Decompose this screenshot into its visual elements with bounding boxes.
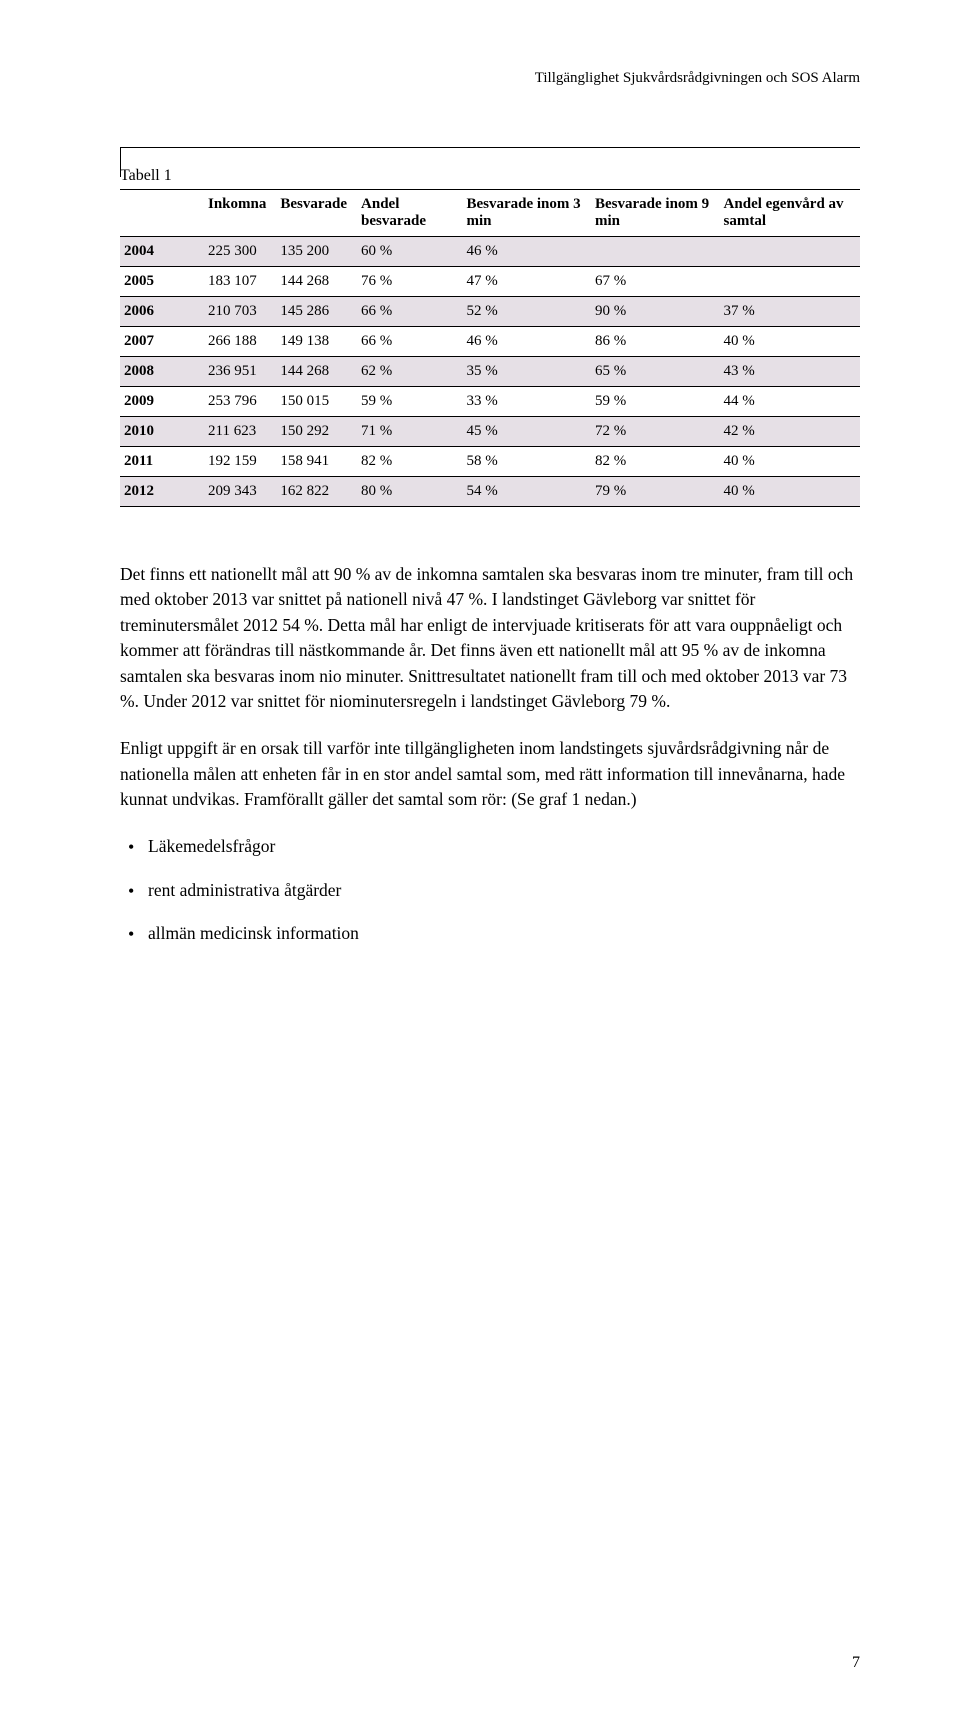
table-cell: 35 % [462, 357, 591, 387]
bullet-item: allmän medicinsk information [148, 921, 860, 946]
table-cell [591, 237, 720, 267]
table-cell: 62 % [357, 357, 462, 387]
table-cell: 210 703 [204, 297, 276, 327]
table-cell: 72 % [591, 417, 720, 447]
data-table: Inkomna Besvarade Andel besvarade Besvar… [120, 189, 860, 507]
table-cell: 66 % [357, 297, 462, 327]
col-egen: Andel egenvård av samtal [720, 190, 860, 237]
table-cell: 253 796 [204, 387, 276, 417]
page: Tillgänglighet Sjukvårdsrådgivningen och… [0, 0, 960, 1712]
table-cell: 183 107 [204, 267, 276, 297]
col-in3: Besvarade inom 3 min [462, 190, 591, 237]
table-cell: 144 268 [276, 267, 357, 297]
body-text: Det finns ett nationellt mål att 90 % av… [120, 562, 860, 947]
table-cell: 59 % [591, 387, 720, 417]
table-cell: 45 % [462, 417, 591, 447]
table-cell: 37 % [720, 297, 860, 327]
paragraph-2: Enligt uppgift är en orsak till varför i… [120, 736, 860, 812]
table-cell: 2004 [120, 237, 204, 267]
table-cell: 162 822 [276, 477, 357, 507]
table-cell: 52 % [462, 297, 591, 327]
table-row: 2004225 300135 20060 %46 % [120, 237, 860, 267]
table-cell: 158 941 [276, 447, 357, 477]
table-cell: 82 % [591, 447, 720, 477]
table-cell: 2005 [120, 267, 204, 297]
table-cell: 2011 [120, 447, 204, 477]
table-cell: 2010 [120, 417, 204, 447]
table-row: 2006210 703145 28666 %52 %90 %37 % [120, 297, 860, 327]
table-cell: 54 % [462, 477, 591, 507]
table-row: 2011192 159158 94182 %58 %82 %40 % [120, 447, 860, 477]
col-year [120, 190, 204, 237]
table-cell: 76 % [357, 267, 462, 297]
table-cell: 86 % [591, 327, 720, 357]
table-cell: 236 951 [204, 357, 276, 387]
paragraph-1: Det finns ett nationellt mål att 90 % av… [120, 562, 860, 714]
table-cell: 225 300 [204, 237, 276, 267]
bullet-item: Läkemedelsfrågor [148, 834, 860, 859]
page-number: 7 [852, 1654, 860, 1672]
table-cell: 135 200 [276, 237, 357, 267]
table-cell: 82 % [357, 447, 462, 477]
table-cell: 2006 [120, 297, 204, 327]
table-cell: 66 % [357, 327, 462, 357]
table-cell: 47 % [462, 267, 591, 297]
table-cell: 150 292 [276, 417, 357, 447]
bullet-item: rent administrativa åtgärder [148, 878, 860, 903]
table-row: 2010211 623150 29271 %45 %72 %42 % [120, 417, 860, 447]
table-cell: 149 138 [276, 327, 357, 357]
table-cell: 65 % [591, 357, 720, 387]
table-cell: 150 015 [276, 387, 357, 417]
table-cell: 2009 [120, 387, 204, 417]
table-cell: 59 % [357, 387, 462, 417]
table-cell: 192 159 [204, 447, 276, 477]
table-cell: 2008 [120, 357, 204, 387]
table-caption: Tabell 1 [120, 167, 860, 185]
table-cell: 2012 [120, 477, 204, 507]
table-cell: 58 % [462, 447, 591, 477]
table-cell: 90 % [591, 297, 720, 327]
page-header: Tillgänglighet Sjukvårdsrådgivningen och… [120, 70, 860, 87]
table-cell: 209 343 [204, 477, 276, 507]
table-cell: 60 % [357, 237, 462, 267]
col-besvarade: Besvarade [276, 190, 357, 237]
table-cell: 67 % [591, 267, 720, 297]
table-row: 2007266 188149 13866 %46 %86 %40 % [120, 327, 860, 357]
table-cell: 43 % [720, 357, 860, 387]
table-header-row: Inkomna Besvarade Andel besvarade Besvar… [120, 190, 860, 237]
table-cell: 145 286 [276, 297, 357, 327]
table-cell: 79 % [591, 477, 720, 507]
table-cell: 40 % [720, 327, 860, 357]
col-in9: Besvarade inom 9 min [591, 190, 720, 237]
section-divider [120, 147, 860, 161]
table-cell [720, 237, 860, 267]
table-row: 2012209 343162 82280 %54 %79 %40 % [120, 477, 860, 507]
table-cell: 266 188 [204, 327, 276, 357]
table-cell: 40 % [720, 447, 860, 477]
table-cell: 80 % [357, 477, 462, 507]
table-row: 2009253 796150 01559 %33 %59 %44 % [120, 387, 860, 417]
bullet-list: Läkemedelsfrågor rent administrativa åtg… [120, 834, 860, 946]
table-cell: 46 % [462, 327, 591, 357]
table-cell: 40 % [720, 477, 860, 507]
table-cell: 2007 [120, 327, 204, 357]
table-cell: 71 % [357, 417, 462, 447]
table-cell [720, 267, 860, 297]
table-row: 2008236 951144 26862 %35 %65 %43 % [120, 357, 860, 387]
table-cell: 144 268 [276, 357, 357, 387]
table-cell: 211 623 [204, 417, 276, 447]
table-cell: 33 % [462, 387, 591, 417]
col-andel: Andel besvarade [357, 190, 462, 237]
table-cell: 46 % [462, 237, 591, 267]
table-row: 2005183 107144 26876 %47 %67 % [120, 267, 860, 297]
table-cell: 42 % [720, 417, 860, 447]
table-cell: 44 % [720, 387, 860, 417]
col-inkomna: Inkomna [204, 190, 276, 237]
